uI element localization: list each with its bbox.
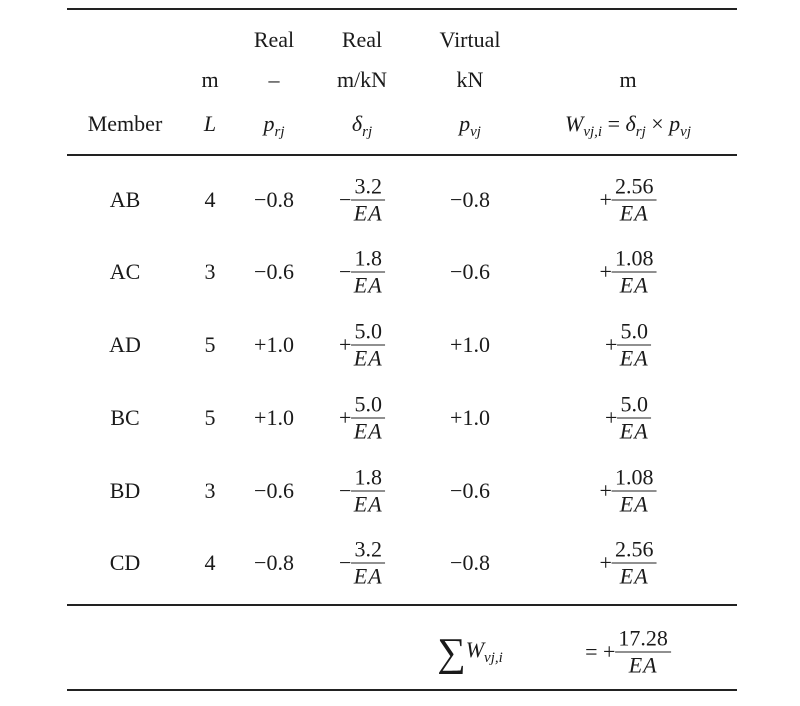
- col-delta-rj: δrj: [351, 111, 373, 140]
- W-vji: +5.0 EA: [605, 392, 651, 445]
- delta-rj: −1.8 EA: [339, 246, 385, 299]
- p-rj: −0.6: [254, 478, 294, 503]
- bottom-rule: [67, 689, 737, 691]
- col-member: Member: [87, 111, 163, 136]
- member: BC: [110, 405, 140, 430]
- delta-rj: −3.2 EA: [339, 537, 385, 590]
- header-real-2: Real: [341, 27, 383, 52]
- col-W: Wvj,i = δrj × pvj: [565, 111, 691, 140]
- delta-rj: −3.2 EA: [339, 174, 385, 227]
- member: CD: [109, 550, 141, 575]
- top-rule: [67, 8, 737, 10]
- length: 4: [204, 187, 216, 212]
- p-vj: −0.8: [450, 550, 490, 575]
- header-rule: [67, 154, 737, 156]
- W-vji: +2.56 EA: [600, 537, 657, 590]
- col-p-rj: prj: [263, 111, 285, 140]
- unit-delta: m/kN: [336, 67, 388, 92]
- member: AC: [109, 259, 141, 284]
- unit-p-vj: kN: [456, 67, 484, 92]
- W-vji: +5.0 EA: [605, 319, 651, 372]
- p-vj: +1.0: [450, 405, 490, 430]
- length: 3: [204, 259, 216, 284]
- p-vj: −0.6: [450, 259, 490, 284]
- member: BD: [109, 478, 141, 503]
- col-L: L: [203, 111, 217, 136]
- W-vji: +1.08 EA: [600, 246, 657, 299]
- W-vji: +1.08 EA: [600, 465, 657, 518]
- length: 4: [204, 550, 216, 575]
- p-rj: +1.0: [254, 332, 294, 357]
- col-p-vj: pvj: [459, 111, 481, 140]
- header-virtual: Virtual: [439, 27, 501, 52]
- sum-value: = +17.28 EA: [585, 626, 671, 679]
- sum-label: ∑Wvj,i: [437, 629, 503, 675]
- member: AB: [109, 187, 141, 212]
- length: 5: [204, 332, 216, 357]
- p-rj: −0.6: [254, 259, 294, 284]
- length: 5: [204, 405, 216, 430]
- member: AD: [109, 332, 141, 357]
- p-rj: +1.0: [254, 405, 294, 430]
- unit-L: m: [201, 67, 219, 92]
- header-real-1: Real: [253, 27, 295, 52]
- unit-W: m: [619, 67, 637, 92]
- W-vji: +2.56 EA: [600, 174, 657, 227]
- delta-rj: +5.0 EA: [339, 319, 385, 372]
- delta-rj: −1.8 EA: [339, 465, 385, 518]
- delta-rj: +5.0 EA: [339, 392, 385, 445]
- p-vj: −0.6: [450, 478, 490, 503]
- p-rj: −0.8: [254, 187, 294, 212]
- p-rj: −0.8: [254, 550, 294, 575]
- length: 3: [204, 478, 216, 503]
- p-vj: +1.0: [450, 332, 490, 357]
- sum-rule: [67, 604, 737, 606]
- p-vj: −0.8: [450, 187, 490, 212]
- unit-p-rj: –: [268, 67, 280, 92]
